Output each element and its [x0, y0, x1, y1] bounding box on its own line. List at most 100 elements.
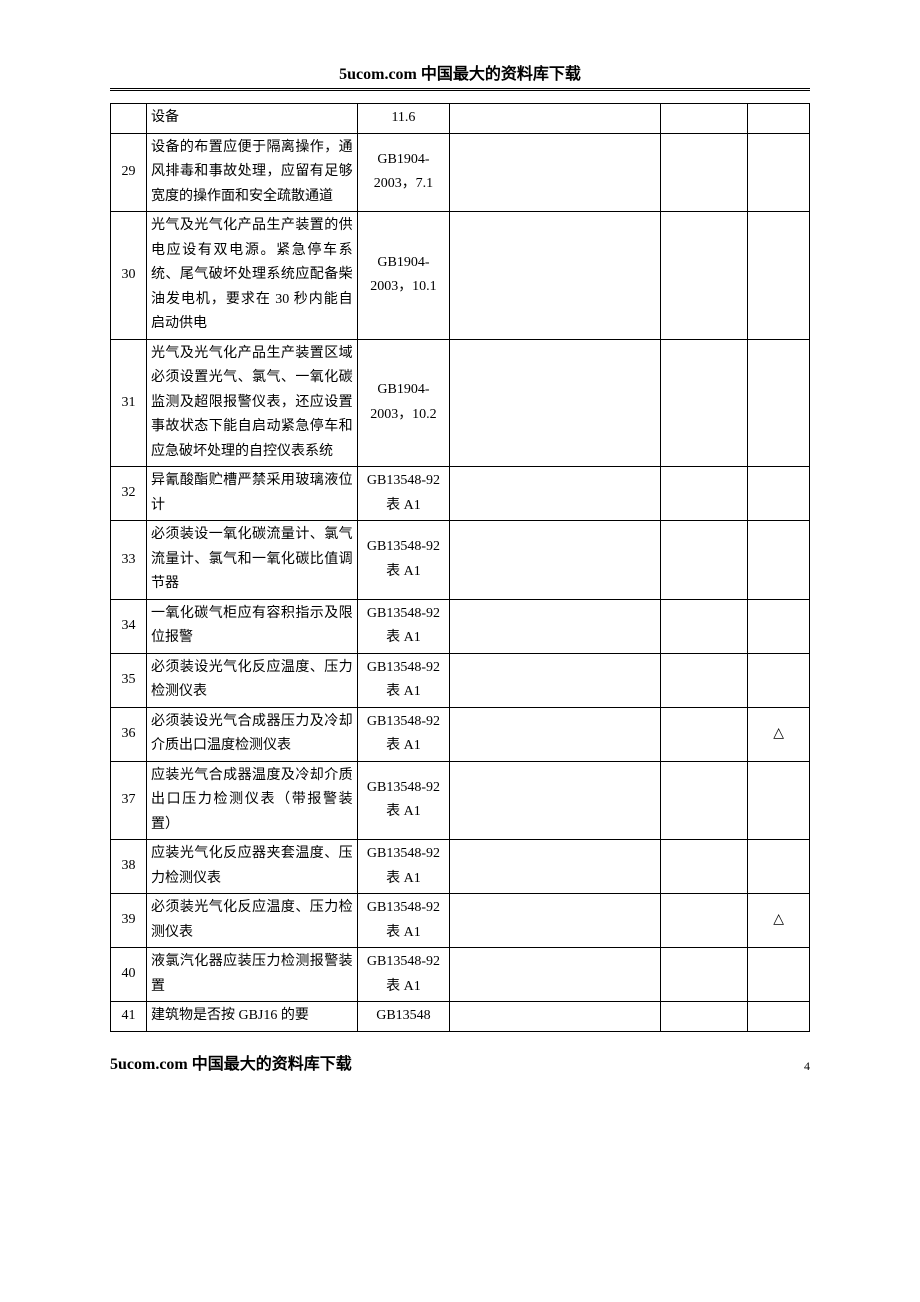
cell-description: 必须装设光气合成器压力及冷却介质出口温度检测仪表 [146, 707, 357, 761]
cell-blank-2 [660, 339, 747, 467]
cell-mark [748, 521, 810, 600]
cell-mark [748, 467, 810, 521]
cell-blank-2 [660, 707, 747, 761]
cell-index: 39 [111, 894, 147, 948]
table-row: 31光气及光气化产品生产装置区域必须设置光气、氯气、一氧化碳监测及超限报警仪表，… [111, 339, 810, 467]
cell-description: 必须装设光气化反应温度、压力检测仪表 [146, 653, 357, 707]
cell-mark [748, 599, 810, 653]
cell-mark [748, 948, 810, 1002]
cell-mark [748, 840, 810, 894]
cell-description: 设备 [146, 104, 357, 134]
page-header: 5ucom.com 中国最大的资料库下载 [110, 60, 810, 84]
cell-mark: △ [748, 707, 810, 761]
cell-blank-2 [660, 894, 747, 948]
cell-blank-1 [450, 133, 661, 212]
cell-description: 光气及光气化产品生产装置的供电应设有双电源。紧急停车系统、尾气破坏处理系统应配备… [146, 212, 357, 340]
cell-description: 应装光气合成器温度及冷却介质出口压力检测仪表（带报警装置） [146, 761, 357, 840]
cell-mark [748, 133, 810, 212]
cell-standard: GB13548-92 表 A1 [357, 894, 450, 948]
cell-description: 必须装设一氧化碳流量计、氯气流量计、氯气和一氧化碳比值调节器 [146, 521, 357, 600]
table-row: 39必须装光气化反应温度、压力检测仪表GB13548-92 表 A1 △ [111, 894, 810, 948]
cell-description: 液氯汽化器应装压力检测报警装置 [146, 948, 357, 1002]
table-row: 33必须装设一氧化碳流量计、氯气流量计、氯气和一氧化碳比值调节器GB13548-… [111, 521, 810, 600]
cell-index: 40 [111, 948, 147, 1002]
cell-mark [748, 761, 810, 840]
cell-blank-1 [450, 894, 661, 948]
cell-index: 35 [111, 653, 147, 707]
cell-mark [748, 104, 810, 134]
cell-mark: △ [748, 894, 810, 948]
footer-text: 5ucom.com 中国最大的资料库下载 [110, 1050, 352, 1074]
cell-description: 应装光气化反应器夹套温度、压力检测仪表 [146, 840, 357, 894]
cell-standard: GB13548-92 表 A1 [357, 948, 450, 1002]
cell-blank-2 [660, 521, 747, 600]
cell-index: 34 [111, 599, 147, 653]
table-row: 40液氯汽化器应装压力检测报警装置GB13548-92 表 A1 [111, 948, 810, 1002]
cell-index [111, 104, 147, 134]
header-underline [110, 88, 810, 89]
cell-standard: GB13548-92 表 A1 [357, 521, 450, 600]
cell-mark [748, 1002, 810, 1032]
cell-standard: 11.6 [357, 104, 450, 134]
cell-index: 41 [111, 1002, 147, 1032]
page-footer: 5ucom.com 中国最大的资料库下载 4 [110, 1050, 810, 1074]
cell-index: 31 [111, 339, 147, 467]
cell-standard: GB1904-2003，7.1 [357, 133, 450, 212]
standards-table: 设备11.629设备的布置应便于隔离操作，通风排毒和事故处理，应留有足够宽度的操… [110, 103, 810, 1032]
page-number: 4 [804, 1059, 810, 1074]
cell-blank-2 [660, 1002, 747, 1032]
cell-blank-1 [450, 948, 661, 1002]
cell-index: 30 [111, 212, 147, 340]
cell-blank-2 [660, 467, 747, 521]
cell-standard: GB13548-92 表 A1 [357, 467, 450, 521]
cell-blank-2 [660, 840, 747, 894]
cell-blank-1 [450, 104, 661, 134]
cell-mark [748, 653, 810, 707]
cell-standard: GB1904-2003，10.2 [357, 339, 450, 467]
cell-blank-1 [450, 339, 661, 467]
table-row: 29设备的布置应便于隔离操作，通风排毒和事故处理，应留有足够宽度的操作面和安全疏… [111, 133, 810, 212]
cell-blank-2 [660, 761, 747, 840]
cell-standard: GB13548-92 表 A1 [357, 761, 450, 840]
cell-standard: GB13548-92 表 A1 [357, 653, 450, 707]
cell-index: 37 [111, 761, 147, 840]
cell-blank-1 [450, 212, 661, 340]
cell-mark [748, 339, 810, 467]
table-row: 37应装光气合成器温度及冷却介质出口压力检测仪表（带报警装置）GB13548-9… [111, 761, 810, 840]
cell-description: 设备的布置应便于隔离操作，通风排毒和事故处理，应留有足够宽度的操作面和安全疏散通… [146, 133, 357, 212]
cell-blank-1 [450, 761, 661, 840]
table-row: 设备11.6 [111, 104, 810, 134]
cell-blank-2 [660, 653, 747, 707]
cell-description: 一氧化碳气柜应有容积指示及限位报警 [146, 599, 357, 653]
cell-description: 必须装光气化反应温度、压力检测仪表 [146, 894, 357, 948]
cell-index: 33 [111, 521, 147, 600]
table-row: 32异氰酸酯贮槽严禁采用玻璃液位计GB13548-92 表 A1 [111, 467, 810, 521]
cell-blank-2 [660, 948, 747, 1002]
table-row: 34一氧化碳气柜应有容积指示及限位报警GB13548-92 表 A1 [111, 599, 810, 653]
cell-blank-2 [660, 104, 747, 134]
table-row: 35必须装设光气化反应温度、压力检测仪表GB13548-92 表 A1 [111, 653, 810, 707]
table-row: 30光气及光气化产品生产装置的供电应设有双电源。紧急停车系统、尾气破坏处理系统应… [111, 212, 810, 340]
cell-blank-1 [450, 521, 661, 600]
cell-standard: GB13548 [357, 1002, 450, 1032]
cell-standard: GB13548-92 表 A1 [357, 599, 450, 653]
cell-description: 光气及光气化产品生产装置区域必须设置光气、氯气、一氧化碳监测及超限报警仪表，还应… [146, 339, 357, 467]
cell-index: 36 [111, 707, 147, 761]
table-row: 41建筑物是否按 GBJ16 的要GB13548 [111, 1002, 810, 1032]
cell-blank-1 [450, 840, 661, 894]
cell-description: 建筑物是否按 GBJ16 的要 [146, 1002, 357, 1032]
table-row: 38应装光气化反应器夹套温度、压力检测仪表GB13548-92 表 A1 [111, 840, 810, 894]
cell-standard: GB1904-2003，10.1 [357, 212, 450, 340]
table-row: 36必须装设光气合成器压力及冷却介质出口温度检测仪表GB13548-92 表 A… [111, 707, 810, 761]
cell-blank-2 [660, 133, 747, 212]
cell-standard: GB13548-92 表 A1 [357, 840, 450, 894]
cell-blank-2 [660, 212, 747, 340]
cell-blank-2 [660, 599, 747, 653]
cell-mark [748, 212, 810, 340]
cell-blank-1 [450, 707, 661, 761]
cell-index: 32 [111, 467, 147, 521]
cell-blank-1 [450, 653, 661, 707]
cell-description: 异氰酸酯贮槽严禁采用玻璃液位计 [146, 467, 357, 521]
cell-index: 38 [111, 840, 147, 894]
cell-blank-1 [450, 467, 661, 521]
